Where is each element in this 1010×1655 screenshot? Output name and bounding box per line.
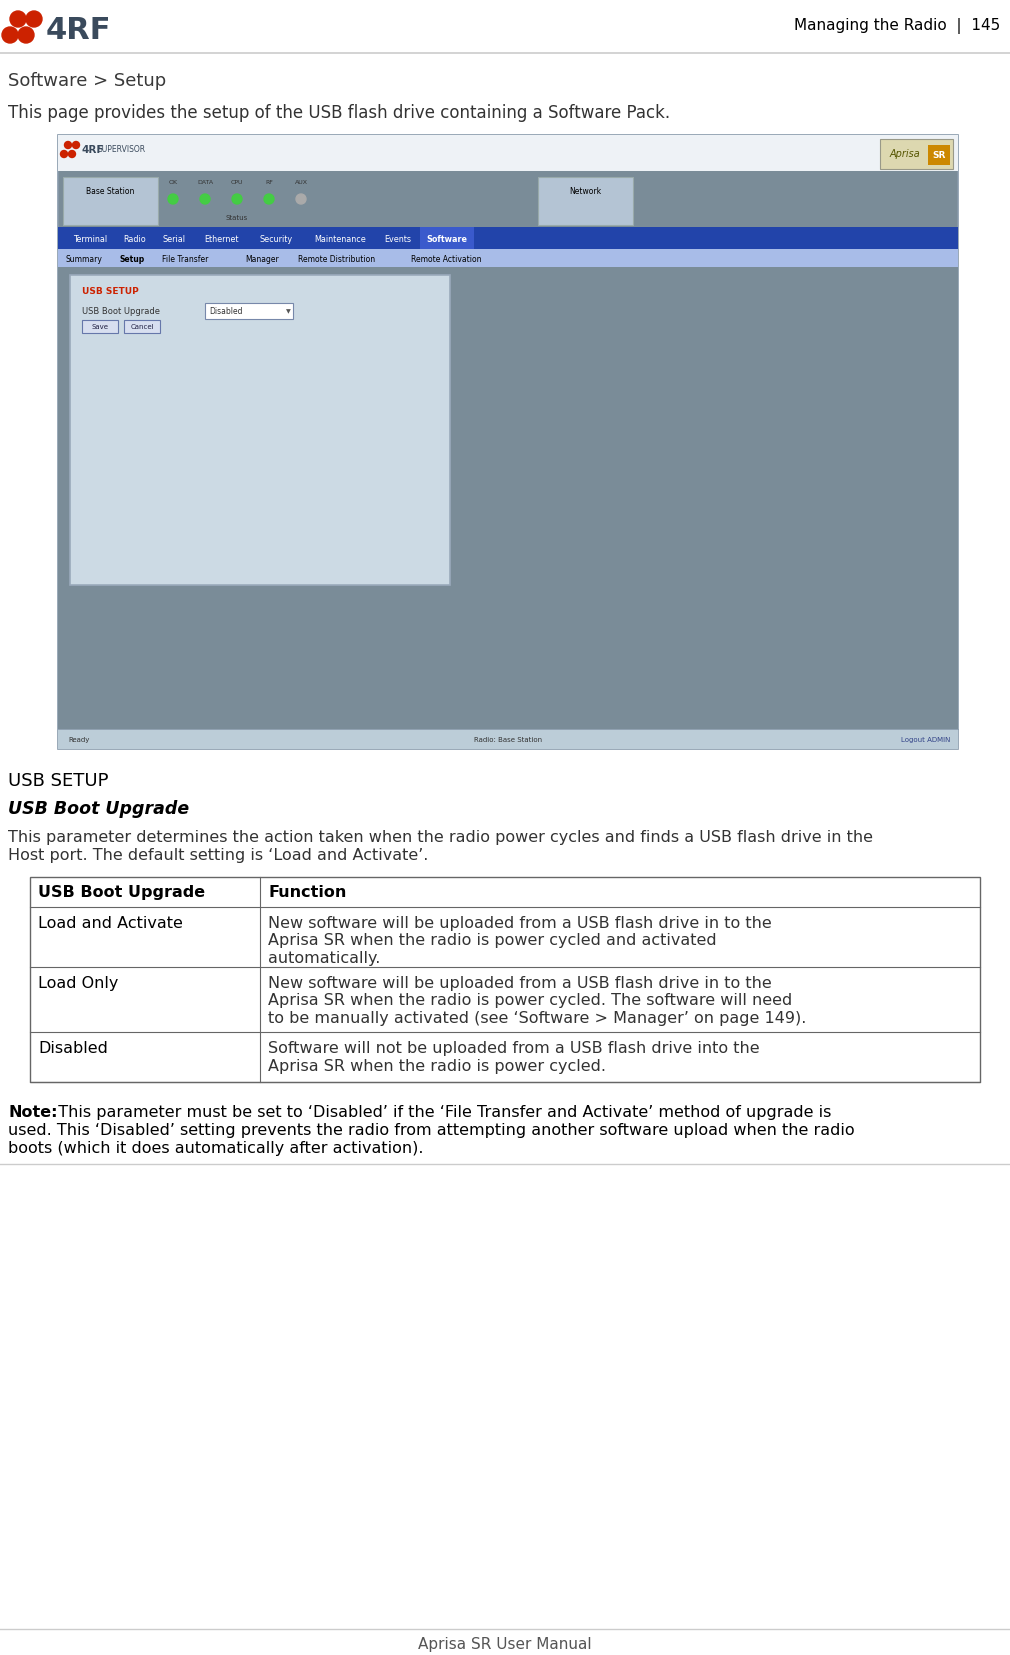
Text: Maintenance: Maintenance (314, 235, 366, 245)
Bar (58, 136, 958, 750)
Bar (880, 141, 953, 170)
Circle shape (69, 151, 76, 159)
Text: Remote Distribution: Remote Distribution (298, 255, 375, 265)
Text: Aprisa: Aprisa (890, 149, 921, 159)
Text: Cancel: Cancel (130, 324, 154, 329)
Bar (58, 228, 958, 250)
Text: This page provides the setup of the USB flash drive containing a Software Pack.: This page provides the setup of the USB … (8, 104, 670, 122)
Text: ▼: ▼ (286, 309, 291, 314)
Text: Security: Security (260, 235, 293, 245)
Circle shape (200, 195, 210, 205)
Text: AUX: AUX (295, 179, 307, 184)
Text: Summary: Summary (66, 255, 103, 265)
Bar (928, 146, 950, 166)
Text: OK: OK (169, 179, 178, 184)
Text: USB Boot Upgrade: USB Boot Upgrade (82, 308, 160, 316)
Text: 4RF: 4RF (46, 15, 111, 45)
Text: Aprisa SR when the radio is power cycled and activated: Aprisa SR when the radio is power cycled… (268, 933, 717, 948)
Text: SUPERVISOR: SUPERVISOR (98, 146, 146, 154)
Bar (82, 321, 118, 334)
Text: Status: Status (226, 215, 248, 220)
Circle shape (73, 142, 80, 149)
Text: to be manually activated (see ‘Software > Manager’ on page 149).: to be manually activated (see ‘Software … (268, 1011, 806, 1026)
Bar (30, 877, 980, 1082)
Circle shape (26, 12, 42, 28)
Text: Managing the Radio  |  145: Managing the Radio | 145 (794, 18, 1000, 35)
Text: automatically.: automatically. (268, 950, 381, 965)
Text: Events: Events (385, 235, 411, 245)
Bar (538, 177, 633, 225)
Text: Logout ADMIN: Logout ADMIN (901, 736, 950, 743)
Text: Ready: Ready (68, 736, 89, 743)
Text: Remote Activation: Remote Activation (411, 255, 482, 265)
Text: USB SETUP: USB SETUP (8, 771, 108, 789)
Text: Host port. The default setting is ‘Load and Activate’.: Host port. The default setting is ‘Load … (8, 847, 428, 862)
Text: Software > Setup: Software > Setup (8, 71, 167, 89)
Circle shape (232, 195, 242, 205)
Text: Manager: Manager (245, 255, 279, 265)
Text: Network: Network (569, 187, 601, 197)
Text: Radio: Base Station: Radio: Base Station (474, 736, 542, 743)
Bar (58, 268, 958, 730)
Text: Serial: Serial (163, 235, 186, 245)
Text: This parameter determines the action taken when the radio power cycles and finds: This parameter determines the action tak… (8, 829, 873, 844)
Circle shape (168, 195, 178, 205)
Circle shape (10, 12, 26, 28)
Text: SR: SR (932, 151, 945, 159)
Text: DATA: DATA (197, 179, 213, 184)
Text: CPU: CPU (230, 179, 243, 184)
Text: Base Station: Base Station (86, 187, 134, 197)
Text: Software will not be uploaded from a USB flash drive into the: Software will not be uploaded from a USB… (268, 1041, 760, 1056)
Text: Note:: Note: (8, 1104, 58, 1119)
Text: Aprisa SR User Manual: Aprisa SR User Manual (418, 1637, 592, 1652)
Text: New software will be uploaded from a USB flash drive in to the: New software will be uploaded from a USB… (268, 975, 772, 990)
Bar (205, 305, 293, 319)
Text: This parameter must be set to ‘Disabled’ if the ‘File Transfer and Activate’ met: This parameter must be set to ‘Disabled’… (48, 1104, 831, 1119)
Text: Disabled: Disabled (38, 1041, 108, 1056)
Text: Ethernet: Ethernet (204, 235, 238, 245)
Circle shape (61, 151, 68, 159)
Circle shape (18, 28, 34, 45)
Text: used. This ‘Disabled’ setting prevents the radio from attempting another softwar: used. This ‘Disabled’ setting prevents t… (8, 1122, 854, 1137)
Text: Load Only: Load Only (38, 975, 118, 990)
Text: Function: Function (268, 885, 346, 900)
Bar (420, 228, 474, 250)
Text: Terminal: Terminal (73, 235, 107, 245)
Text: RF: RF (265, 179, 273, 184)
Text: USB Boot Upgrade: USB Boot Upgrade (8, 799, 189, 818)
Text: Aprisa SR when the radio is power cycled. The software will need: Aprisa SR when the radio is power cycled… (268, 993, 792, 1008)
Circle shape (264, 195, 274, 205)
Bar (58, 730, 958, 750)
Text: USB SETUP: USB SETUP (82, 288, 138, 296)
Text: File Transfer: File Transfer (162, 255, 208, 265)
Circle shape (296, 195, 306, 205)
Text: New software will be uploaded from a USB flash drive in to the: New software will be uploaded from a USB… (268, 915, 772, 930)
Text: Load and Activate: Load and Activate (38, 915, 183, 930)
Text: Aprisa SR when the radio is power cycled.: Aprisa SR when the radio is power cycled… (268, 1058, 606, 1072)
Circle shape (65, 142, 72, 149)
Text: boots (which it does automatically after activation).: boots (which it does automatically after… (8, 1140, 423, 1155)
Bar (70, 276, 450, 586)
Bar (63, 177, 158, 225)
Text: Radio: Radio (123, 235, 146, 245)
Text: 4RF: 4RF (82, 146, 104, 156)
Bar (58, 136, 958, 172)
Text: Save: Save (92, 324, 108, 329)
Bar (124, 321, 160, 334)
Text: Disabled: Disabled (209, 306, 242, 316)
Bar (58, 250, 958, 268)
Text: USB Boot Upgrade: USB Boot Upgrade (38, 885, 205, 900)
Circle shape (2, 28, 18, 45)
Text: Software: Software (426, 235, 468, 245)
Text: Setup: Setup (119, 255, 144, 265)
